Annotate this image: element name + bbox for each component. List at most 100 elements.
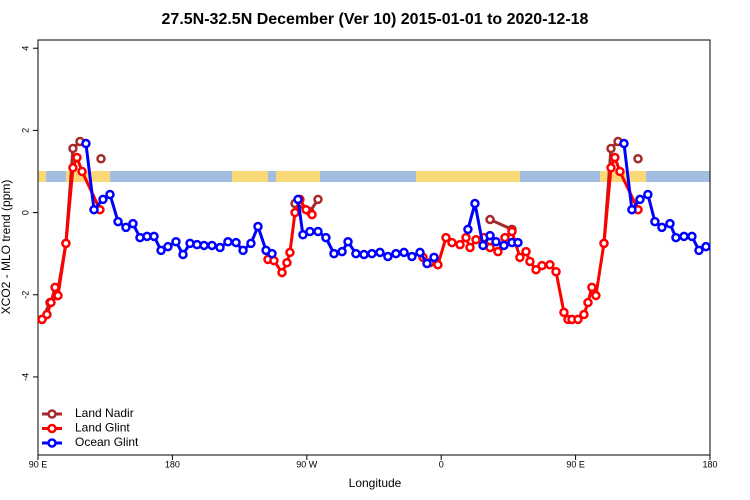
point [207,240,217,251]
legend-marker [47,438,57,448]
point [455,239,465,250]
point [277,267,287,278]
point [53,290,63,301]
point [305,226,315,237]
land-band [232,171,268,182]
ocean-band [38,171,710,182]
point [515,252,525,263]
point [343,236,353,247]
point [282,257,292,268]
point [223,236,233,247]
point [290,207,300,218]
point [687,231,697,242]
point [329,248,339,259]
point [447,237,457,248]
point [671,232,681,243]
point [285,247,295,258]
point [68,163,78,173]
x-tick-label: 90 E [29,459,48,469]
point [199,240,209,251]
point [657,222,667,233]
legend-marker [47,423,57,434]
point [246,238,256,249]
point [321,232,331,243]
point [367,248,377,259]
point [545,260,555,270]
legend-marker [47,409,57,419]
point [559,307,569,318]
chart-title: 27.5N-32.5N December (Ver 10) 2015-01-01… [162,11,589,28]
point [591,290,601,301]
point [163,241,173,252]
point [407,251,417,262]
point [615,166,625,177]
land-band [66,171,110,182]
point [89,204,99,215]
point [383,251,393,262]
point [391,248,401,259]
y-tick-label: 0 [20,210,30,215]
land-band [276,171,320,182]
point [156,245,166,256]
point [679,231,689,242]
point [178,249,188,260]
point [72,152,82,163]
point [42,309,52,320]
point [471,234,481,245]
point [606,163,616,173]
y-tick-label: -4 [20,373,30,381]
point [531,264,541,275]
y-tick-label: -2 [20,291,30,299]
point [627,204,637,215]
series-line [42,141,638,319]
x-tick-label: 180 [702,459,717,469]
point [694,245,704,256]
legend-label: Ocean Glint [75,435,139,449]
point [46,297,56,308]
point [313,194,323,205]
land-band [38,171,46,182]
point [149,231,159,242]
point [415,247,425,258]
point [606,143,616,154]
x-tick-label: 180 [165,459,180,469]
point [61,238,71,249]
point [298,230,308,240]
point [375,247,385,258]
point [583,297,593,308]
point [701,241,711,252]
point [461,232,471,243]
point [587,282,597,293]
point [77,166,87,177]
point [359,249,369,260]
point [485,230,495,241]
x-tick-label: 90 E [566,459,585,469]
point [238,245,248,256]
point [599,238,609,249]
point [422,258,432,269]
point [231,237,241,248]
point [105,189,115,200]
point [293,194,303,205]
y-axis-label: XCO2 - MLO trend (ppm) [0,180,13,315]
point [635,194,645,205]
point [579,309,589,320]
point [98,194,108,205]
point [215,242,225,253]
x-tick-label: 90 W [296,459,318,469]
point [485,214,495,225]
point [307,209,317,220]
point [650,216,660,227]
point [478,240,488,251]
point [81,138,91,149]
land-band [416,171,520,182]
y-tick-label: 4 [20,46,30,51]
point [491,236,501,247]
point [525,256,535,267]
point [573,314,583,325]
point [121,222,131,233]
legend-label: Land Glint [75,421,130,435]
point [68,143,78,154]
point [465,242,475,253]
point [463,224,473,235]
